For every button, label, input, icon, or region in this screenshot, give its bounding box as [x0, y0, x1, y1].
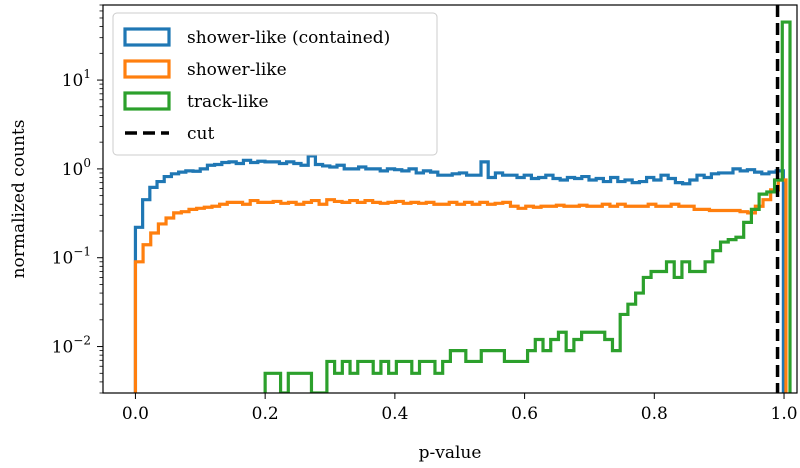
legend-label: cut: [187, 124, 214, 144]
x-tick-label: 0.2: [252, 404, 279, 424]
x-tick-label: 0.8: [641, 404, 668, 424]
y-tick-label: 10−2: [52, 334, 91, 358]
series-layer: [133, 20, 792, 393]
legend-swatch: [123, 59, 171, 79]
legend-box: [112, 12, 438, 156]
y-axis: 10−2 10−1 100 101: [52, 4, 103, 394]
y-tick-label: 100: [62, 156, 91, 180]
x-axis-title: p-value: [419, 443, 482, 463]
legend: shower-like (contained) shower-like track-…: [112, 12, 438, 156]
legend-label: shower-like: [187, 60, 287, 80]
x-tick-label: 0.6: [511, 404, 538, 424]
x-axis: 0.0 0.2 0.4 0.6 0.8 1.0: [122, 393, 798, 424]
legend-swatch: [123, 27, 171, 47]
x-tick-label: 0.0: [122, 404, 149, 424]
plot-frame: [102, 4, 798, 394]
series-line-2: [133, 178, 788, 393]
legend-label: track-like: [187, 92, 269, 112]
legend-label: shower-like (contained): [187, 28, 390, 48]
y-axis-title: normalized counts: [9, 120, 29, 279]
x-tick-label: 1.0: [771, 404, 798, 424]
y-tick-label: 10−1: [52, 245, 91, 269]
legend-swatch: [123, 91, 171, 111]
x-tick-label: 0.4: [381, 404, 408, 424]
y-tick-label: 101: [62, 67, 91, 91]
series-line-1: [133, 154, 785, 393]
series-line-3: [263, 20, 792, 393]
